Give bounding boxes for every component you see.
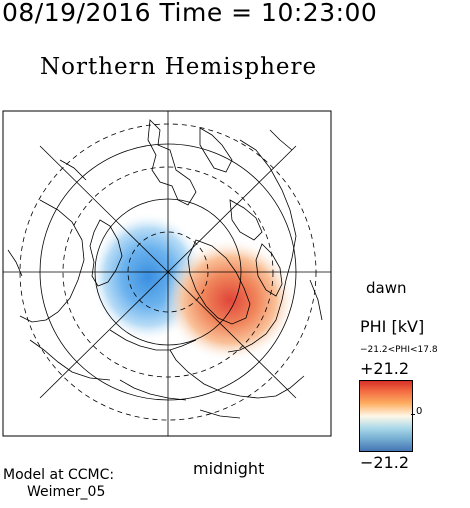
meridian-line — [39, 145, 297, 399]
colorbar-title: PHI [kV] — [360, 317, 425, 336]
colorbar-zero-tick — [411, 414, 415, 415]
colorbar-zero-label: 0 — [416, 406, 423, 417]
model-credit-line2: Weimer_05 — [27, 484, 106, 500]
polar-map — [2, 110, 332, 437]
colorbar — [359, 380, 413, 452]
model-credit-line1: Model at CCMC: — [3, 467, 115, 483]
colorbar-range: −21.2<PHI<17.8 — [360, 345, 438, 355]
date-time-header: 08/19/2016 Time = 10:23:00 — [2, 0, 378, 27]
positive-potential-cell — [164, 238, 296, 362]
colorbar-min-label: −21.2 — [360, 453, 410, 472]
colorbar-max-label: +21.2 — [360, 359, 410, 378]
coastlines — [7, 119, 323, 419]
dawn-label: dawn — [366, 279, 407, 297]
plot-title: Northern Hemisphere — [40, 54, 318, 80]
midnight-label: midnight — [193, 459, 265, 478]
